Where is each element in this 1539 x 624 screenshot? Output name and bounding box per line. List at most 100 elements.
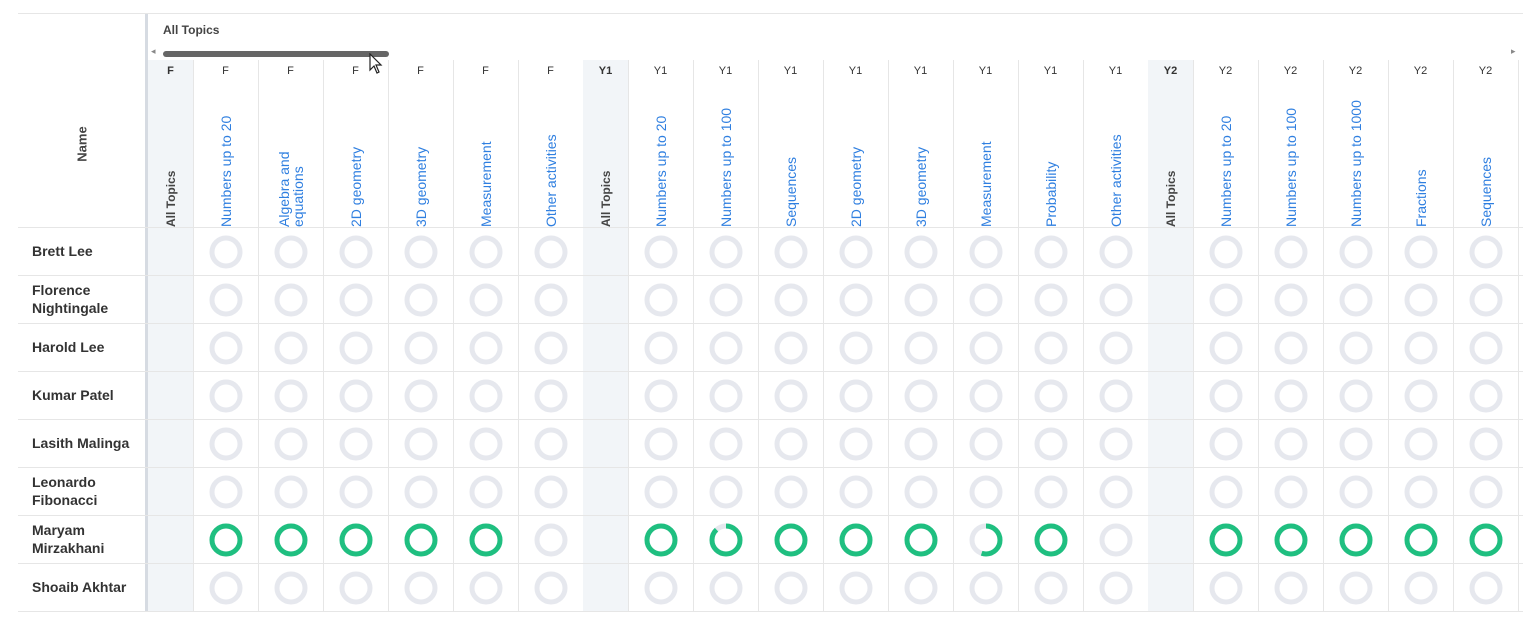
progress-ring[interactable]: [1468, 378, 1504, 414]
progress-ring[interactable]: [1468, 522, 1504, 558]
topic-link[interactable]: Numbers up to 20: [652, 115, 669, 227]
topic-header[interactable]: F Other activities: [518, 60, 583, 227]
progress-ring[interactable]: [968, 570, 1004, 606]
student-name[interactable]: Lasith Malinga: [32, 435, 130, 451]
progress-ring[interactable]: [1208, 570, 1244, 606]
topic-header[interactable]: Y1 Other activities: [1083, 60, 1148, 227]
progress-ring[interactable]: [468, 474, 504, 510]
progress-ring[interactable]: [1033, 330, 1069, 366]
topic-link[interactable]: Algebra and equations: [275, 151, 306, 227]
progress-ring[interactable]: [1273, 282, 1309, 318]
progress-ring[interactable]: [1208, 474, 1244, 510]
scrollbar-thumb[interactable]: [163, 51, 389, 57]
progress-ring[interactable]: [1208, 378, 1244, 414]
progress-ring[interactable]: [1338, 522, 1374, 558]
progress-ring[interactable]: [968, 474, 1004, 510]
progress-ring[interactable]: [838, 474, 874, 510]
progress-ring[interactable]: [1403, 330, 1439, 366]
progress-ring[interactable]: [1403, 426, 1439, 462]
progress-ring[interactable]: [773, 570, 809, 606]
progress-ring[interactable]: [1098, 234, 1134, 270]
progress-ring[interactable]: [968, 378, 1004, 414]
progress-ring[interactable]: [208, 282, 244, 318]
progress-ring[interactable]: [708, 426, 744, 462]
progress-ring[interactable]: [903, 570, 939, 606]
topic-header[interactable]: Y2 Numbers up to 1000: [1323, 60, 1388, 227]
progress-ring[interactable]: [468, 330, 504, 366]
topic-header[interactable]: F 2D geometry: [323, 60, 388, 227]
progress-ring[interactable]: [968, 522, 1004, 558]
student-name[interactable]: Brett Lee: [32, 243, 93, 259]
topic-link[interactable]: 2D geometry: [847, 146, 864, 227]
progress-ring[interactable]: [338, 282, 374, 318]
topic-header[interactable]: F 3D geometry: [388, 60, 453, 227]
progress-ring[interactable]: [708, 282, 744, 318]
progress-ring[interactable]: [1468, 474, 1504, 510]
group-header-y1[interactable]: Y1 All Topics: [583, 60, 628, 227]
topic-link[interactable]: Measurement: [977, 141, 994, 227]
progress-ring[interactable]: [1098, 474, 1134, 510]
progress-ring[interactable]: [838, 522, 874, 558]
progress-ring[interactable]: [903, 282, 939, 318]
progress-ring[interactable]: [643, 378, 679, 414]
progress-ring[interactable]: [968, 330, 1004, 366]
topic-link[interactable]: Other activities: [1107, 134, 1124, 227]
progress-ring[interactable]: [1033, 378, 1069, 414]
topic-header[interactable]: F Algebra and equations: [258, 60, 323, 227]
progress-ring[interactable]: [1338, 474, 1374, 510]
topic-header[interactable]: Y2 Fractions: [1388, 60, 1453, 227]
progress-ring[interactable]: [533, 474, 569, 510]
progress-ring[interactable]: [643, 234, 679, 270]
progress-ring[interactable]: [533, 570, 569, 606]
topic-link[interactable]: Numbers up to 1000: [1347, 100, 1364, 227]
progress-ring[interactable]: [1468, 570, 1504, 606]
progress-ring[interactable]: [708, 378, 744, 414]
group-header-y2[interactable]: Y2 All Topics: [1148, 60, 1193, 227]
topic-link[interactable]: 2D geometry: [347, 146, 364, 227]
progress-ring[interactable]: [1338, 234, 1374, 270]
progress-ring[interactable]: [208, 330, 244, 366]
topic-header[interactable]: F Measurement: [453, 60, 518, 227]
progress-ring[interactable]: [968, 234, 1004, 270]
progress-ring[interactable]: [1098, 330, 1134, 366]
progress-ring[interactable]: [1273, 426, 1309, 462]
progress-ring[interactable]: [468, 426, 504, 462]
topic-link[interactable]: Numbers up to 20: [217, 115, 234, 227]
progress-ring[interactable]: [643, 522, 679, 558]
progress-ring[interactable]: [1098, 570, 1134, 606]
progress-ring[interactable]: [1273, 330, 1309, 366]
progress-ring[interactable]: [273, 474, 309, 510]
group-header-f[interactable]: F All Topics: [148, 60, 193, 227]
name-column-header[interactable]: Name: [18, 60, 145, 227]
progress-ring[interactable]: [1033, 234, 1069, 270]
progress-ring[interactable]: [403, 234, 439, 270]
topic-link[interactable]: Numbers up to 100: [1282, 107, 1299, 227]
progress-ring[interactable]: [468, 234, 504, 270]
topic-header[interactable]: Y2 Numbers up to 20: [1193, 60, 1258, 227]
progress-ring[interactable]: [533, 378, 569, 414]
topic-header[interactable]: F Numbers up to 20: [193, 60, 258, 227]
topic-header[interactable]: Y1 Probability: [1018, 60, 1083, 227]
progress-ring[interactable]: [708, 330, 744, 366]
progress-ring[interactable]: [338, 234, 374, 270]
progress-ring[interactable]: [773, 330, 809, 366]
progress-ring[interactable]: [643, 570, 679, 606]
progress-ring[interactable]: [838, 330, 874, 366]
progress-ring[interactable]: [773, 522, 809, 558]
progress-ring[interactable]: [838, 570, 874, 606]
progress-ring[interactable]: [1468, 426, 1504, 462]
progress-ring[interactable]: [1403, 282, 1439, 318]
progress-ring[interactable]: [533, 234, 569, 270]
progress-ring[interactable]: [1208, 330, 1244, 366]
progress-ring[interactable]: [643, 330, 679, 366]
progress-ring[interactable]: [1273, 522, 1309, 558]
progress-ring[interactable]: [1338, 282, 1374, 318]
student-name[interactable]: Leonardo Fibonacci: [32, 474, 98, 508]
progress-ring[interactable]: [1208, 282, 1244, 318]
progress-ring[interactable]: [838, 282, 874, 318]
progress-ring[interactable]: [903, 522, 939, 558]
topic-link[interactable]: Probability: [1042, 161, 1059, 227]
topic-link[interactable]: Numbers up to 100: [717, 107, 734, 227]
progress-ring[interactable]: [773, 426, 809, 462]
progress-ring[interactable]: [403, 282, 439, 318]
